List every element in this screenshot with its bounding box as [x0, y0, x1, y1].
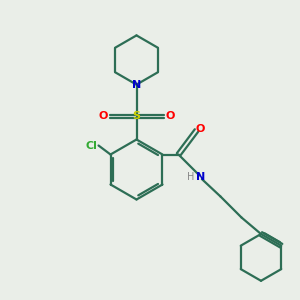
Text: H: H	[188, 172, 195, 182]
Text: N: N	[196, 172, 206, 182]
Text: O: O	[98, 111, 108, 122]
Text: N: N	[132, 80, 141, 90]
Text: O: O	[165, 111, 175, 122]
Text: Cl: Cl	[86, 140, 98, 151]
Text: S: S	[133, 111, 140, 122]
Text: O: O	[195, 124, 205, 134]
